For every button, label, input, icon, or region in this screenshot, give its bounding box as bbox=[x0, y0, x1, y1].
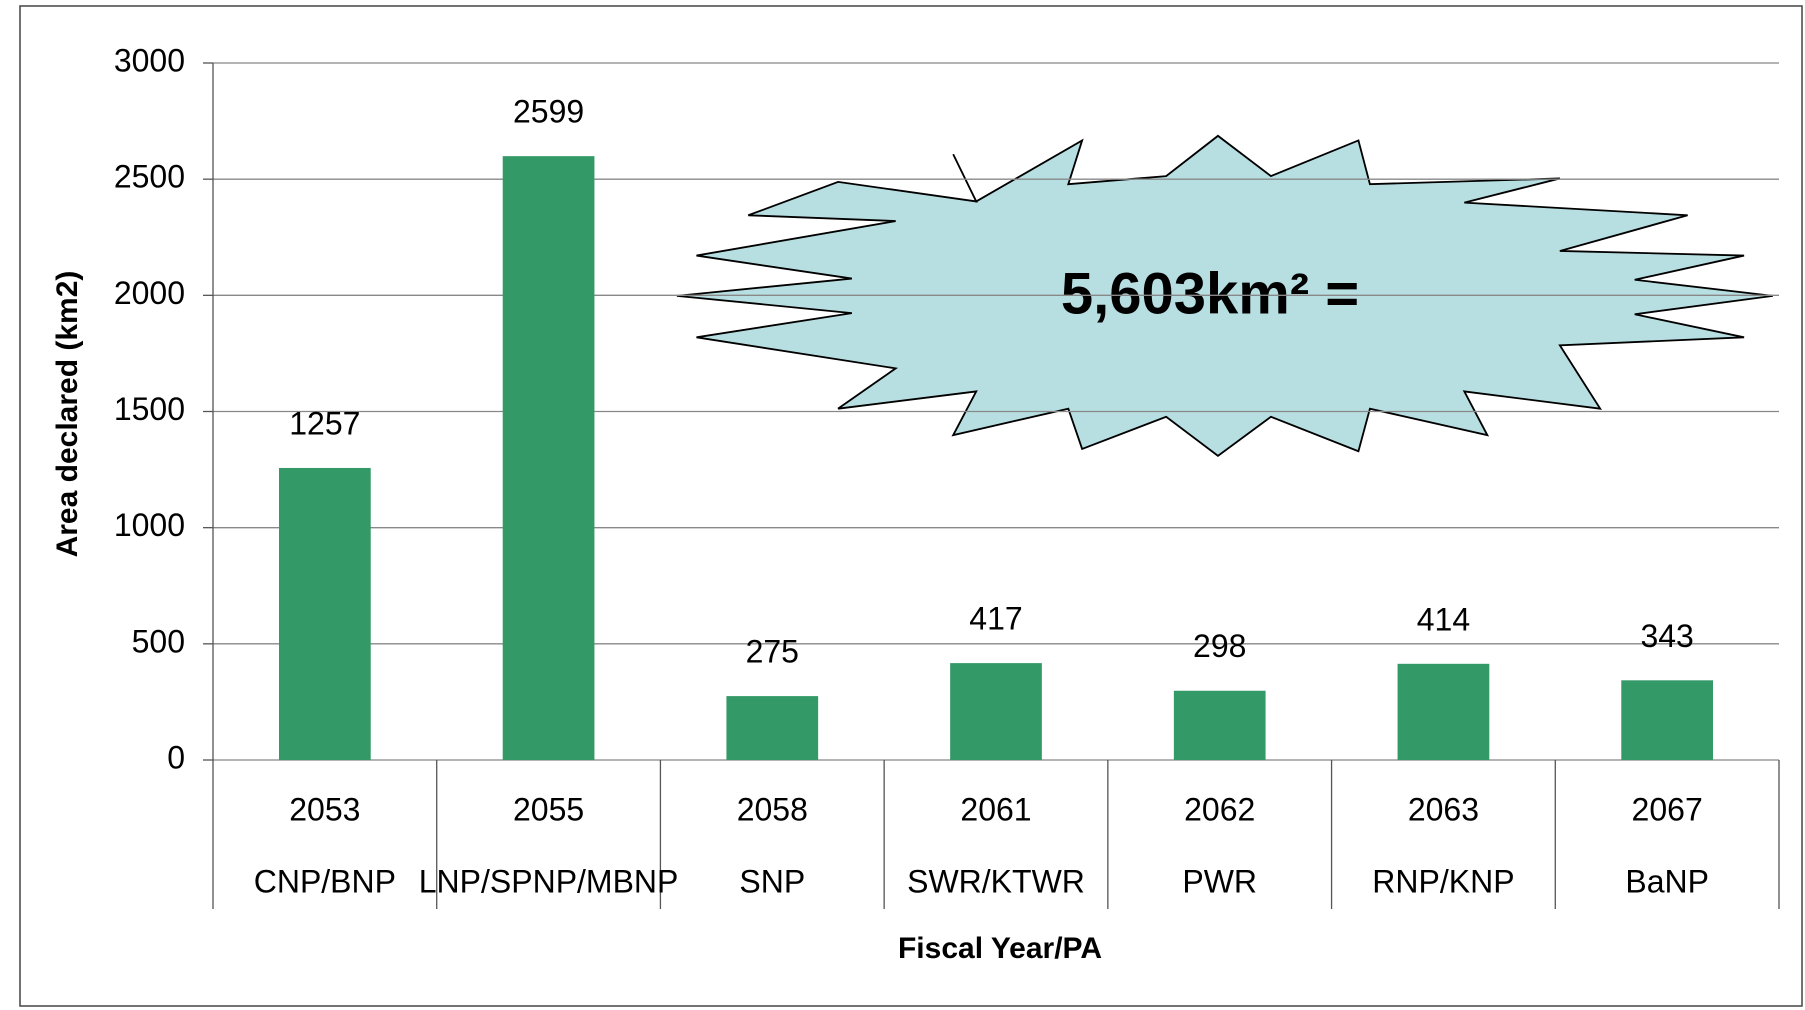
bar bbox=[278, 467, 371, 760]
y-tick-label: 0 bbox=[167, 739, 185, 775]
x-sublabel: SWR/KTWR bbox=[907, 863, 1085, 899]
data-label: 298 bbox=[1193, 628, 1246, 664]
x-axis-title: Fiscal Year/PA bbox=[898, 932, 1102, 965]
data-label: 275 bbox=[746, 634, 799, 670]
data-label: 417 bbox=[969, 601, 1022, 637]
x-sublabel: RNP/KNP bbox=[1372, 863, 1514, 899]
x-sublabel: BaNP bbox=[1625, 863, 1709, 899]
y-tick-label: 3000 bbox=[114, 42, 185, 78]
bar bbox=[502, 156, 595, 761]
x-sublabel: SNP bbox=[739, 863, 805, 899]
data-label: 2599 bbox=[513, 94, 584, 130]
bar bbox=[1621, 680, 1714, 760]
x-tick-label: 2055 bbox=[513, 791, 584, 827]
x-sublabel: PWR bbox=[1182, 863, 1257, 899]
x-sublabel: CNP/BNP bbox=[254, 863, 396, 899]
y-tick-label: 2000 bbox=[114, 275, 185, 311]
bar bbox=[726, 696, 819, 760]
x-tick-label: 2067 bbox=[1632, 791, 1703, 827]
y-tick-label: 500 bbox=[132, 623, 185, 659]
data-label: 414 bbox=[1417, 601, 1470, 637]
y-axis-title: Area declared (km2) bbox=[51, 271, 84, 558]
x-sublabel: LNP/SPNP/MBNP bbox=[419, 863, 679, 899]
bar bbox=[950, 663, 1042, 760]
data-label: 1257 bbox=[289, 405, 360, 441]
data-label: 343 bbox=[1640, 618, 1693, 654]
x-tick-label: 2058 bbox=[737, 791, 808, 827]
y-tick-label: 2500 bbox=[114, 159, 185, 195]
bar bbox=[1397, 663, 1490, 760]
bar bbox=[1173, 690, 1266, 760]
x-tick-label: 2063 bbox=[1408, 791, 1479, 827]
y-tick-label: 1000 bbox=[114, 507, 185, 543]
x-tick-label: 2062 bbox=[1184, 791, 1255, 827]
x-tick-label: 2053 bbox=[289, 791, 360, 827]
x-tick-label: 2061 bbox=[960, 791, 1031, 827]
annotation: 5,603km² = bbox=[1061, 261, 1359, 326]
y-tick-label: 1500 bbox=[114, 391, 185, 427]
